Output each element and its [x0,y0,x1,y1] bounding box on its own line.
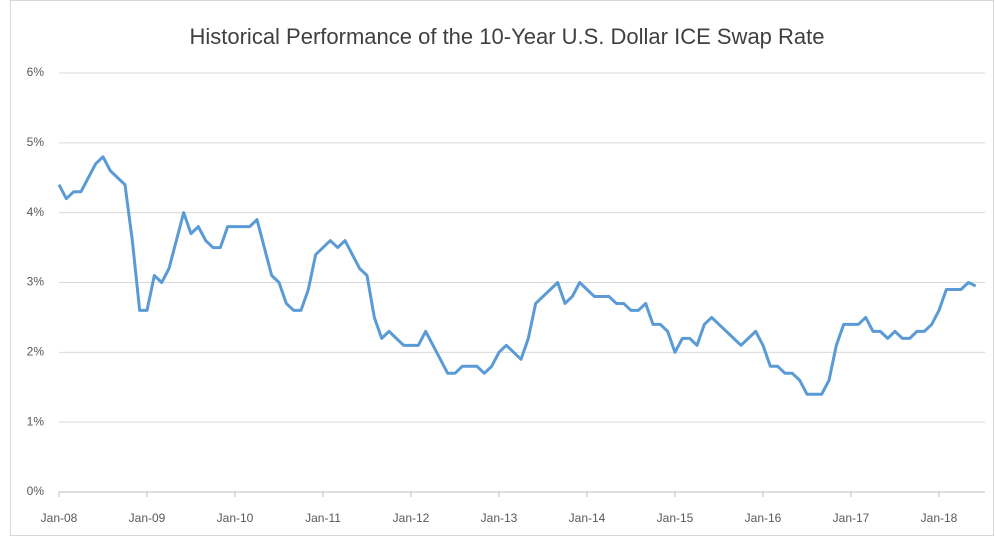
y-tick-label: 6% [27,65,45,79]
y-tick-label: 2% [27,345,45,359]
y-tick-label: 3% [27,275,45,289]
x-tick-label: Jan-16 [745,511,782,525]
x-tick-label: Jan-14 [569,511,606,525]
x-tick-label: Jan-09 [129,511,166,525]
x-tick-label: Jan-10 [217,511,254,525]
y-tick-label: 4% [27,205,45,219]
chart-border [10,0,994,536]
x-tick-label: Jan-08 [41,511,78,525]
x-tick-label: Jan-11 [305,511,341,525]
x-tick-label: Jan-13 [481,511,518,525]
x-tick-label: Jan-12 [393,511,430,525]
y-tick-label: 5% [27,135,45,149]
data-line [57,155,977,396]
y-tick-label: 0% [27,484,45,498]
y-tick-label: 1% [27,414,45,428]
x-tick-label: Jan-15 [657,511,694,525]
chart-title: Historical Performance of the 10-Year U.… [189,24,824,49]
x-tick-label: Jan-17 [833,511,870,525]
x-tick-label: Jan-18 [921,511,958,525]
